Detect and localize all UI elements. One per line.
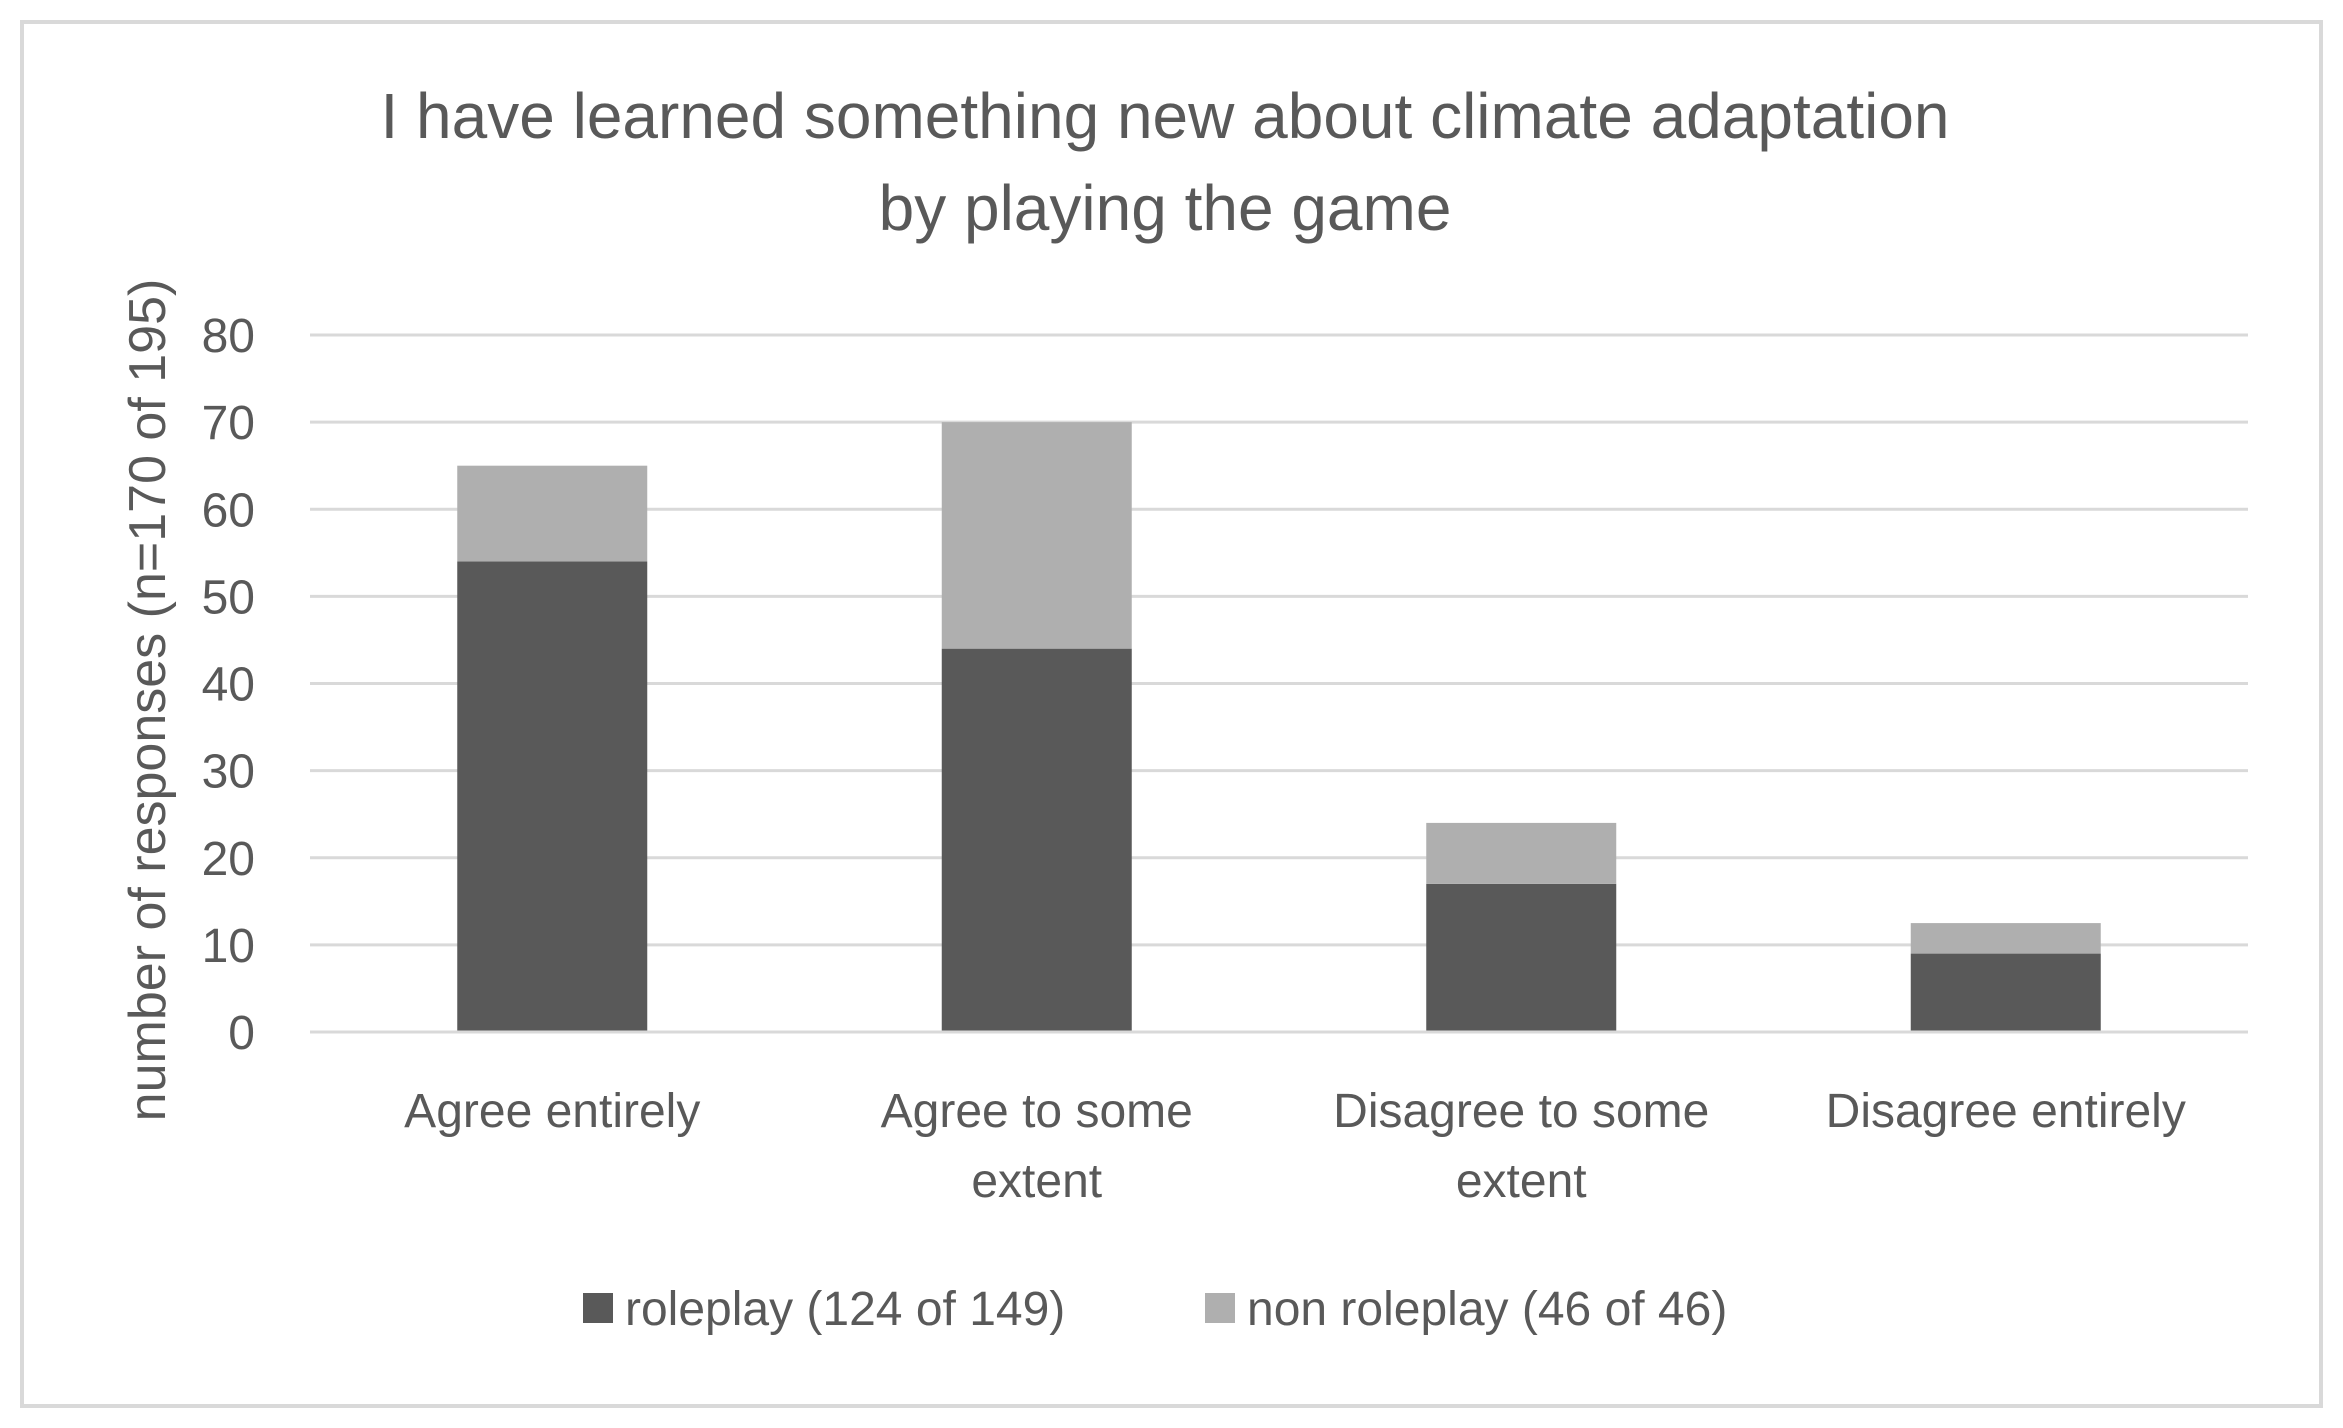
x-category-label: extent <box>1456 1155 1587 1208</box>
bar-non-roleplay-0 <box>457 465 648 562</box>
x-category-label: extent <box>971 1155 1102 1208</box>
bar-roleplay-1 <box>941 648 1132 1032</box>
y-tick-label: 50 <box>202 571 255 624</box>
legend-swatch-non-roleplay <box>1205 1293 1235 1323</box>
chart-border <box>20 20 2323 1408</box>
x-axis-category-labels: Agree entirely Agree to some extent Disagre… <box>404 1085 2186 1208</box>
legend-swatch-roleplay <box>583 1293 613 1323</box>
y-tick-label: 10 <box>202 920 255 973</box>
bar-non-roleplay-1 <box>941 422 1132 649</box>
x-category-label: Agree entirely <box>404 1085 700 1138</box>
chart-title: I have learned something new about clima… <box>380 80 1949 244</box>
x-category-label: Disagree to some <box>1333 1085 1709 1138</box>
chart-title-line-1: I have learned something new about clima… <box>380 80 1949 152</box>
legend-item-roleplay: roleplay (124 of 149) <box>625 1283 1065 1336</box>
y-tick-label: 0 <box>228 1007 255 1060</box>
y-axis-ticks: 0 10 20 30 40 50 60 70 80 <box>202 310 255 1060</box>
bar-non-roleplay-3 <box>1910 923 2101 954</box>
x-category-label: Agree to some <box>881 1085 1193 1138</box>
y-tick-label: 30 <box>202 746 255 799</box>
y-tick-label: 20 <box>202 833 255 886</box>
y-tick-label: 60 <box>202 484 255 537</box>
y-axis-label: number of responses (n=170 of 195) <box>119 279 177 1122</box>
chart-title-line-2: by playing the game <box>879 172 1452 244</box>
bar-roleplay-2 <box>1426 883 1617 1032</box>
y-tick-label: 40 <box>202 659 255 712</box>
y-tick-label: 70 <box>202 397 255 450</box>
x-category-label: Disagree entirely <box>1826 1085 2186 1138</box>
y-tick-label: 80 <box>202 310 255 363</box>
bars <box>310 422 2248 1034</box>
bar-non-roleplay-2 <box>1426 822 1617 884</box>
bar-roleplay-3 <box>1910 953 2101 1032</box>
legend-item-non-roleplay: non roleplay (46 of 46) <box>1247 1283 1727 1336</box>
bar-roleplay-0 <box>457 561 648 1032</box>
legend: roleplay (124 of 149) non roleplay (46 of… <box>583 1283 1727 1336</box>
